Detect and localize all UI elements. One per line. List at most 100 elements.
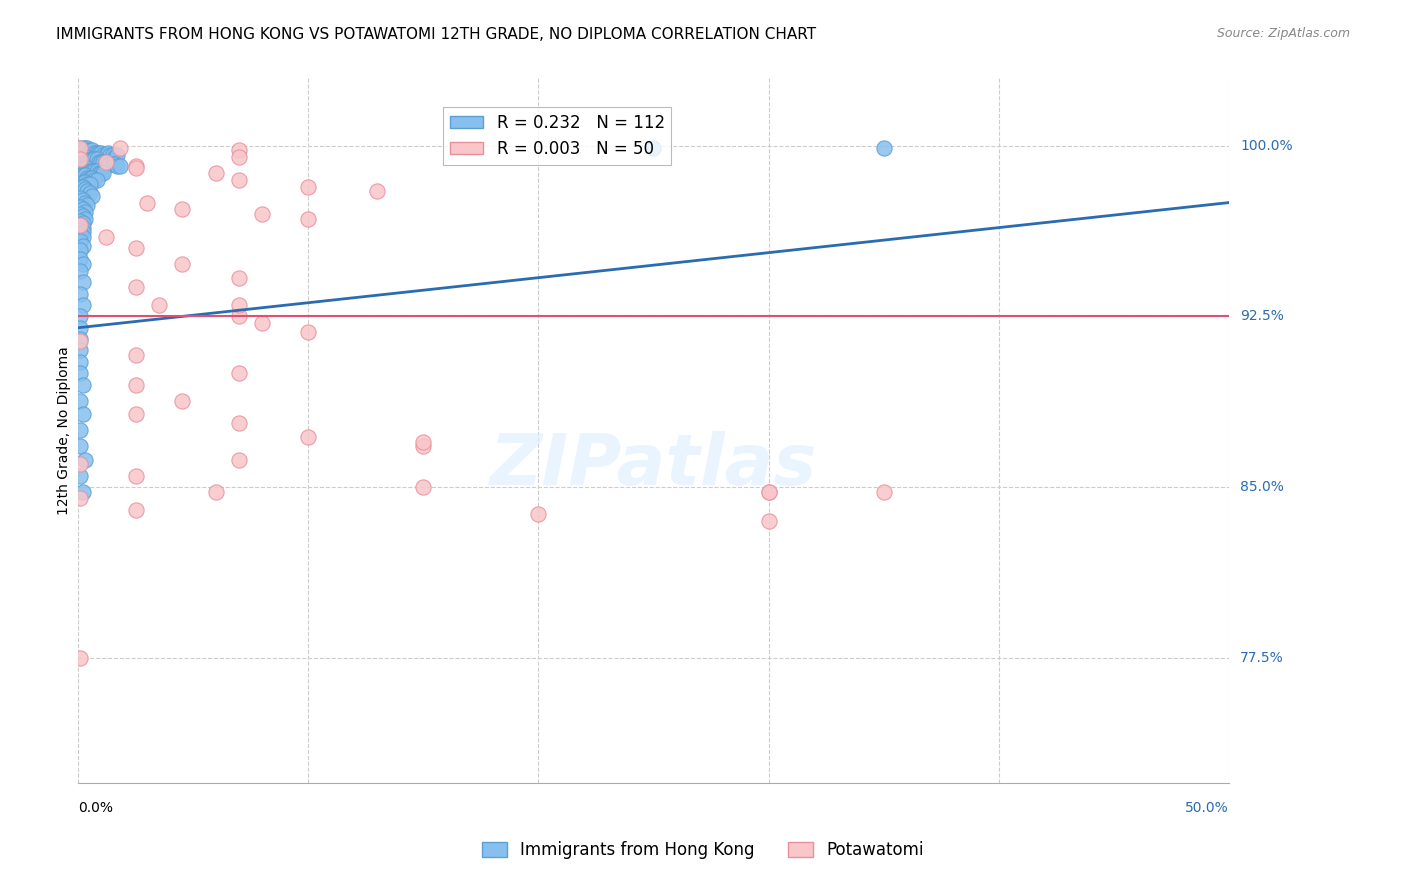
Point: [90, 166, 112, 180]
Point: [72, 220, 94, 235]
Point: [73, 143, 96, 157]
Point: [87, 145, 110, 160]
Point: [124, 407, 146, 421]
Point: [73, 182, 96, 196]
Point: [73, 211, 96, 226]
Point: [72, 194, 94, 208]
Point: [252, 207, 274, 221]
Text: ZIPatlas: ZIPatlas: [489, 431, 817, 500]
Point: [97, 145, 120, 160]
Y-axis label: 12th Grade, No Diploma: 12th Grade, No Diploma: [58, 346, 72, 515]
Point: [76, 170, 98, 185]
Point: [69, 439, 91, 453]
Point: [69, 252, 91, 267]
Point: [104, 157, 127, 171]
Point: [366, 184, 388, 198]
Point: [86, 153, 108, 167]
Point: [124, 503, 146, 517]
Point: [69, 264, 91, 278]
Point: [69, 223, 91, 237]
Point: [69, 366, 91, 380]
Point: [124, 159, 146, 173]
Point: [643, 141, 665, 155]
Point: [76, 161, 98, 176]
Point: [72, 257, 94, 271]
Point: [73, 169, 96, 183]
Point: [872, 484, 894, 499]
Point: [69, 150, 91, 164]
Point: [124, 241, 146, 255]
Point: [73, 141, 96, 155]
Point: [79, 186, 101, 201]
Point: [72, 169, 94, 183]
Point: [76, 184, 98, 198]
Point: [205, 166, 228, 180]
Point: [72, 153, 94, 167]
Point: [69, 161, 91, 176]
Point: [80, 188, 103, 202]
Point: [73, 175, 96, 189]
Point: [97, 157, 120, 171]
Point: [79, 153, 101, 167]
Point: [83, 153, 105, 167]
Point: [76, 178, 98, 192]
Point: [79, 170, 101, 185]
Text: 92.5%: 92.5%: [1240, 310, 1284, 324]
Point: [73, 150, 96, 164]
Point: [69, 227, 91, 242]
Point: [297, 179, 319, 194]
Point: [69, 219, 91, 233]
Point: [124, 468, 146, 483]
Point: [297, 211, 319, 226]
Point: [69, 145, 91, 160]
Point: [76, 141, 98, 155]
Point: [80, 163, 103, 178]
Point: [228, 143, 250, 157]
Point: [228, 270, 250, 285]
Point: [72, 145, 94, 160]
Point: [101, 157, 124, 171]
Point: [72, 229, 94, 244]
Point: [80, 153, 103, 167]
Point: [124, 348, 146, 362]
Point: [228, 310, 250, 324]
Point: [108, 159, 131, 173]
Point: [69, 310, 91, 324]
Text: 85.0%: 85.0%: [1240, 480, 1284, 494]
Point: [94, 154, 117, 169]
Point: [87, 166, 110, 180]
Point: [105, 159, 128, 173]
Text: Source: ZipAtlas.com: Source: ZipAtlas.com: [1216, 27, 1350, 40]
Point: [72, 484, 94, 499]
Point: [297, 326, 319, 340]
Point: [79, 178, 101, 192]
Point: [136, 195, 159, 210]
Text: IMMIGRANTS FROM HONG KONG VS POTAWATOMI 12TH GRADE, NO DIPLOMA CORRELATION CHART: IMMIGRANTS FROM HONG KONG VS POTAWATOMI …: [56, 27, 817, 42]
Legend: R = 0.232   N = 112, R = 0.003   N = 50: R = 0.232 N = 112, R = 0.003 N = 50: [443, 107, 671, 165]
Point: [69, 332, 91, 346]
Point: [90, 145, 112, 160]
Point: [69, 423, 91, 437]
Point: [170, 393, 193, 408]
Point: [86, 145, 108, 160]
Point: [80, 170, 103, 185]
Point: [93, 154, 115, 169]
Point: [412, 439, 434, 453]
Point: [98, 157, 121, 171]
Point: [170, 202, 193, 217]
Point: [101, 148, 124, 162]
Point: [98, 148, 121, 162]
Point: [79, 143, 101, 157]
Point: [72, 209, 94, 223]
Point: [69, 343, 91, 358]
Point: [108, 141, 131, 155]
Point: [69, 191, 91, 205]
Point: [124, 377, 146, 392]
Point: [79, 163, 101, 178]
Point: [72, 377, 94, 392]
Point: [412, 480, 434, 494]
Point: [72, 161, 94, 176]
Point: [758, 484, 780, 499]
Point: [69, 153, 91, 167]
Text: 77.5%: 77.5%: [1240, 650, 1284, 665]
